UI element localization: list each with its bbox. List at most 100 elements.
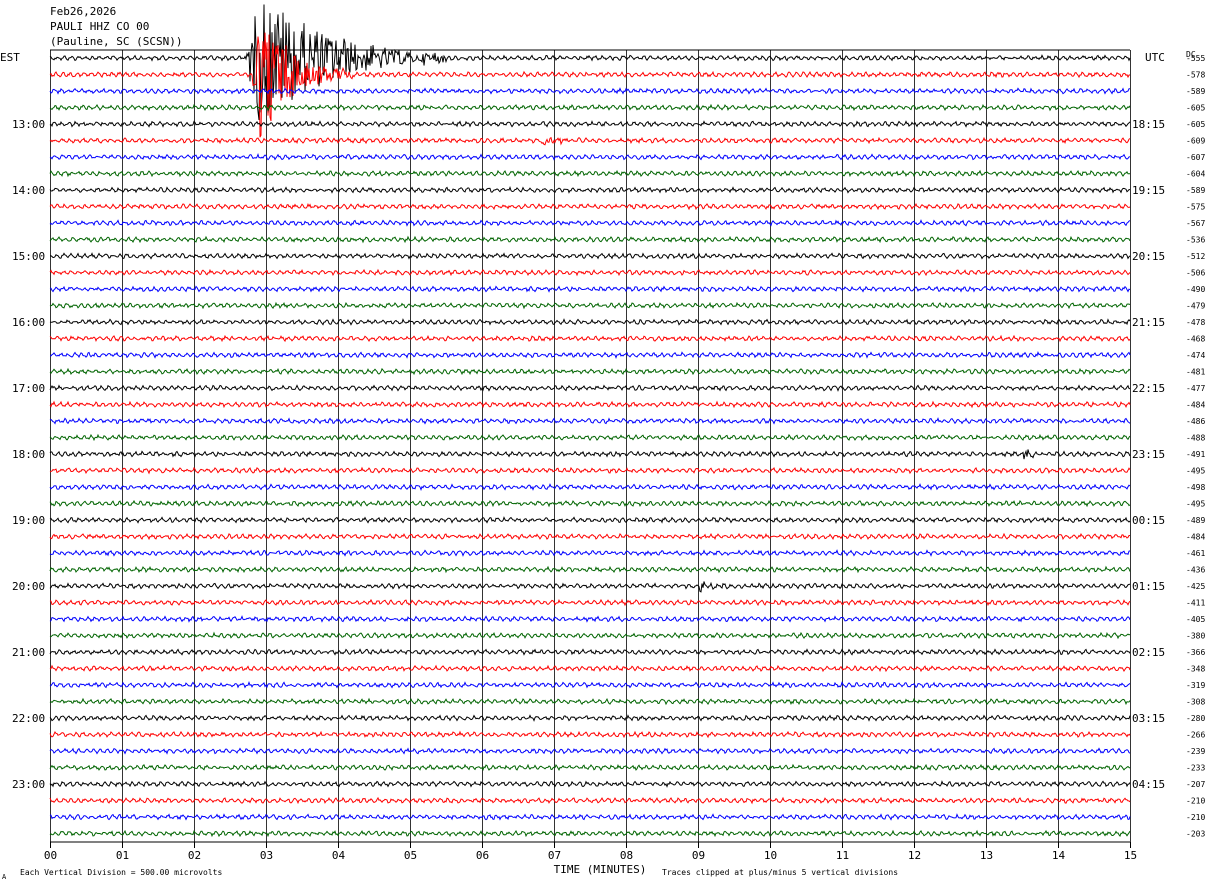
dc-offset-label: -207 — [1186, 780, 1205, 789]
utc-hour-label: 20:15 — [1132, 250, 1165, 263]
dc-offset-label: -512 — [1186, 252, 1205, 261]
x-tick-label: 09 — [692, 849, 705, 862]
dc-offset-label: -210 — [1186, 797, 1205, 806]
x-tick-label: 01 — [116, 849, 129, 862]
seismic-traces — [49, 4, 1131, 838]
utc-axis-label: UTC — [1145, 51, 1165, 64]
x-tick-label: 15 — [1124, 849, 1137, 862]
est-axis-label: EST — [0, 51, 20, 64]
trace-line — [50, 252, 1131, 260]
utc-hour-label: 04:15 — [1132, 778, 1165, 791]
trace-line — [49, 350, 1131, 360]
dc-offset-label: -486 — [1186, 417, 1205, 426]
dc-offset-label: -308 — [1186, 698, 1205, 707]
dc-offset-label: -536 — [1186, 236, 1205, 245]
trace-line — [49, 631, 1131, 640]
dc-offset-label: -481 — [1186, 368, 1205, 377]
dc-offset-label: -461 — [1186, 549, 1205, 558]
est-hour-label: 21:00 — [12, 646, 45, 659]
trace-line — [49, 813, 1131, 821]
trace-line — [49, 334, 1131, 343]
dc-label: DC — [1186, 50, 1196, 59]
x-tick-label: 11 — [836, 849, 849, 862]
trace-line — [49, 648, 1131, 656]
trace-line — [49, 153, 1131, 161]
utc-hour-label: 22:15 — [1132, 382, 1165, 395]
plot-grid — [50, 49, 1131, 848]
trace-line — [49, 417, 1131, 425]
dc-offset-label: -366 — [1186, 648, 1205, 657]
dc-offset-label: -506 — [1186, 269, 1205, 278]
x-tick-label: 03 — [260, 849, 273, 862]
dc-offset-label: -468 — [1186, 335, 1205, 344]
x-tick-label: 12 — [908, 849, 921, 862]
dc-offset-label: -319 — [1186, 681, 1205, 690]
dc-offset-label: -490 — [1186, 285, 1205, 294]
utc-hour-label: 19:15 — [1132, 184, 1165, 197]
date-label: Feb26,2026 — [50, 5, 117, 18]
corner-mark: A — [2, 873, 7, 881]
trace-line — [49, 763, 1131, 772]
trace-line — [49, 516, 1131, 524]
location-label: (Pauline, SC (SCSN)) — [50, 35, 183, 48]
scale-note: Each Vertical Division = 500.00 microvol… — [20, 868, 222, 877]
trace-line — [49, 449, 1131, 460]
dc-offset-label: -477 — [1186, 384, 1205, 393]
trace-line — [49, 32, 1131, 138]
est-hour-label: 13:00 — [12, 118, 45, 131]
dc-offset-label: -210 — [1186, 813, 1205, 822]
dc-offset-label: -495 — [1186, 500, 1205, 509]
trace-line — [49, 532, 1130, 541]
trace-line — [49, 384, 1131, 392]
trace-line — [49, 549, 1131, 557]
est-hour-label: 14:00 — [12, 184, 45, 197]
utc-hour-label: 21:15 — [1132, 316, 1165, 329]
trace-line — [49, 4, 1131, 121]
utc-hour-label: 01:15 — [1132, 580, 1165, 593]
dc-offset-label: -239 — [1186, 747, 1205, 756]
trace-line — [49, 318, 1131, 326]
trace-line — [49, 499, 1131, 508]
est-hour-label: 18:00 — [12, 448, 45, 461]
dc-offset-label: -411 — [1186, 599, 1205, 608]
trace-line — [49, 120, 1131, 128]
dc-offset-label: -495 — [1186, 467, 1205, 476]
est-hour-label: 19:00 — [12, 514, 45, 527]
trace-line — [49, 367, 1131, 376]
dc-offset-label: -498 — [1186, 483, 1205, 492]
est-hour-label: 20:00 — [12, 580, 45, 593]
dc-offset-label: -491 — [1186, 450, 1205, 459]
trace-line — [49, 235, 1131, 244]
dc-offset-label: -203 — [1186, 830, 1205, 839]
dc-offset-label: -478 — [1186, 318, 1205, 327]
trace-line — [49, 268, 1131, 277]
dc-offset-label: -567 — [1186, 219, 1205, 228]
dc-offset-label: -479 — [1186, 302, 1205, 311]
dc-offset-label: -607 — [1186, 153, 1205, 162]
utc-hour-label: 03:15 — [1132, 712, 1165, 725]
dc-offset-label: -589 — [1186, 186, 1205, 195]
dc-offset-label: -555 — [1186, 54, 1205, 63]
trace-line — [49, 697, 1131, 706]
trace-line — [49, 780, 1131, 788]
est-hour-label: 17:00 — [12, 382, 45, 395]
station-label: PAULI HHZ CO 00 — [50, 20, 150, 33]
trace-line — [49, 615, 1131, 623]
trace-line — [49, 186, 1130, 194]
x-axis-title: TIME (MINUTES) — [554, 863, 647, 876]
trace-line — [49, 483, 1131, 492]
dc-offset-label: -484 — [1186, 401, 1205, 410]
dc-offset-label: -266 — [1186, 731, 1205, 740]
axis-labels: 00 01 02 03 04 05 06 07 08 09 10 11 12 13 14 15 -555 -578… — [0, 50, 1205, 881]
clip-note: Traces clipped at plus/minus 5 vertical … — [662, 868, 898, 877]
dc-offset-label: -488 — [1186, 434, 1205, 443]
trace-line — [49, 285, 1131, 293]
dc-offset-label: -280 — [1186, 714, 1205, 723]
x-tick-label: 04 — [332, 849, 346, 862]
trace-line — [49, 301, 1131, 310]
x-tick-label: 00 — [44, 849, 57, 862]
dc-offset-label: -575 — [1186, 203, 1205, 212]
utc-hour-label: 02:15 — [1132, 646, 1165, 659]
trace-line — [49, 664, 1131, 673]
